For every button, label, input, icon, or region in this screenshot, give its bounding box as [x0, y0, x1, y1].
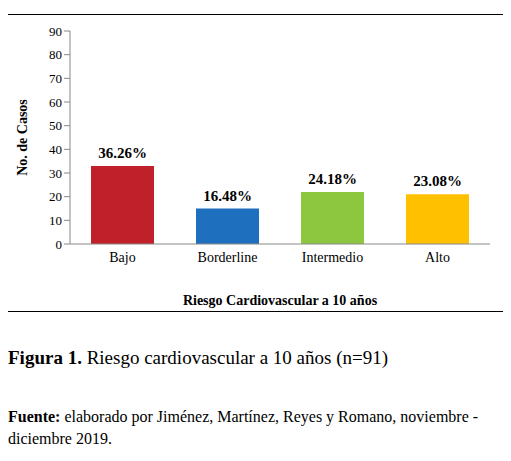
svg-text:30: 30	[49, 166, 62, 181]
svg-text:60: 60	[49, 95, 62, 110]
svg-text:23.08%: 23.08%	[413, 173, 462, 189]
svg-text:10: 10	[49, 213, 62, 228]
svg-text:Bajo: Bajo	[109, 250, 135, 265]
svg-text:20: 20	[49, 189, 62, 204]
svg-text:Intermedio: Intermedio	[302, 250, 363, 265]
svg-text:36.26%: 36.26%	[98, 145, 147, 161]
svg-text:Alto: Alto	[425, 250, 450, 265]
svg-text:40: 40	[49, 142, 62, 157]
svg-text:Riesgo Cardiovascular a 10 año: Riesgo Cardiovascular a 10 años	[183, 293, 378, 308]
svg-text:0: 0	[56, 237, 63, 252]
html-text:Figura 1. Riesgo cardiovascula: Figura 1. Riesgo cardiovascular a 10 año…	[8, 347, 389, 368]
svg-text:No. de Casos: No. de Casos	[15, 99, 30, 176]
svg-text:90: 90	[49, 24, 62, 39]
svg-text:24.18%: 24.18%	[308, 171, 357, 187]
svg-text:80: 80	[49, 47, 62, 62]
svg-text:Borderline: Borderline	[198, 250, 258, 265]
svg-text:70: 70	[49, 71, 62, 86]
svg-text:16.48%: 16.48%	[203, 188, 252, 204]
html-text:Fuente: elaborado por Jiménez,: Fuente: elaborado por Jiménez, Martínez,…	[8, 408, 479, 447]
svg-text:50: 50	[49, 118, 62, 133]
